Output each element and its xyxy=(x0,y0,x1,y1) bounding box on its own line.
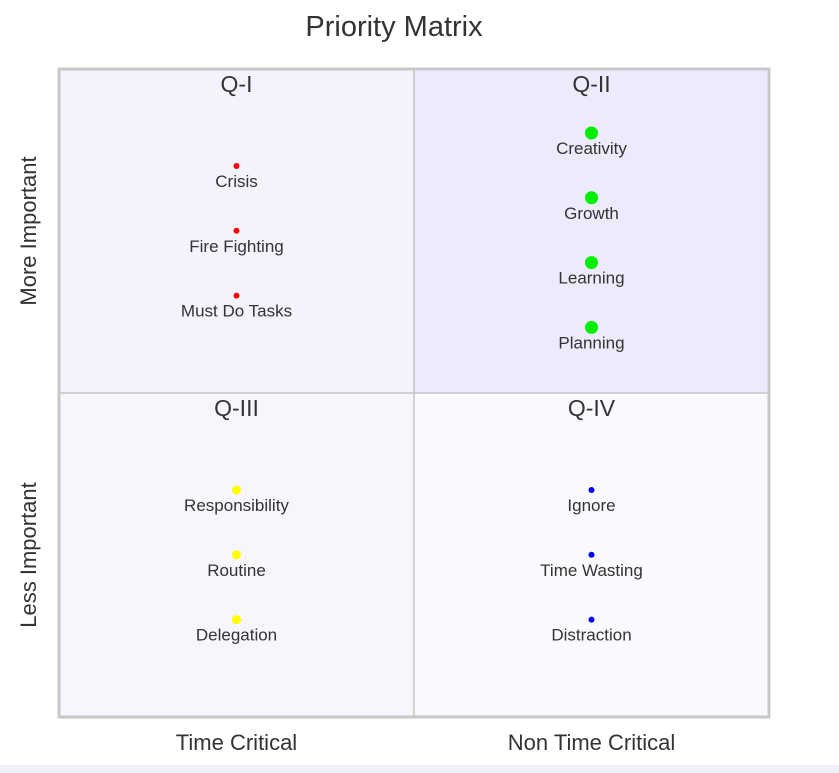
footer-strip xyxy=(0,765,839,773)
marker-ignore xyxy=(588,487,595,493)
marker-routine xyxy=(232,550,241,560)
marker-responsibility xyxy=(232,485,241,495)
marker-growth xyxy=(585,191,598,205)
item-markers xyxy=(232,126,598,625)
x-axis-label-non-time-critical: Non Time Critical xyxy=(508,730,675,755)
item-label-time-wasting: Time Wasting xyxy=(540,561,643,580)
marker-crisis xyxy=(233,163,240,169)
marker-delegation xyxy=(232,615,241,625)
quadrant-labels: Q-I Q-II Q-III Q-IV xyxy=(214,71,616,421)
quadrant-q2-label: Q-II xyxy=(572,71,610,97)
marker-planning xyxy=(585,320,598,334)
item-labels: Crisis Fire Fighting Must Do Tasks Creativi… xyxy=(181,139,643,645)
quadrant-q1-label: Q-I xyxy=(221,71,253,97)
grid-lines xyxy=(57,67,771,719)
quadrant-q3-label: Q-III xyxy=(214,395,259,421)
item-label-creativity: Creativity xyxy=(556,139,627,158)
quadrant-q2-background xyxy=(414,69,769,393)
axis-labels: Time Critical Non Time Critical More Impor… xyxy=(16,156,675,755)
item-label-growth: Growth xyxy=(564,204,619,223)
marker-fire-fighting xyxy=(233,227,240,234)
item-label-distraction: Distraction xyxy=(551,626,631,645)
marker-distraction xyxy=(588,616,595,623)
item-label-fire-fighting: Fire Fighting xyxy=(189,237,283,256)
item-label-must-do-tasks: Must Do Tasks xyxy=(181,302,292,321)
x-axis-label-time-critical: Time Critical xyxy=(176,730,297,755)
y-axis-label-more-important: More Important xyxy=(16,156,41,305)
item-label-crisis: Crisis xyxy=(215,172,258,191)
item-label-routine: Routine xyxy=(207,561,266,580)
plot-border xyxy=(57,67,771,719)
item-label-responsibility: Responsibility xyxy=(184,496,289,515)
item-label-learning: Learning xyxy=(558,269,624,288)
marker-must-do-tasks xyxy=(233,292,240,299)
quadrant-q4-label: Q-IV xyxy=(568,395,616,421)
item-label-delegation: Delegation xyxy=(196,626,277,645)
quadrant-backgrounds xyxy=(59,69,769,717)
marker-time-wasting xyxy=(588,551,595,558)
marker-creativity xyxy=(585,126,598,140)
marker-learning xyxy=(585,256,598,270)
y-axis-label-less-important: Less Important xyxy=(16,482,41,628)
item-label-ignore: Ignore xyxy=(567,496,615,515)
item-label-planning: Planning xyxy=(558,333,624,352)
chart-title: Priority Matrix xyxy=(305,11,483,43)
